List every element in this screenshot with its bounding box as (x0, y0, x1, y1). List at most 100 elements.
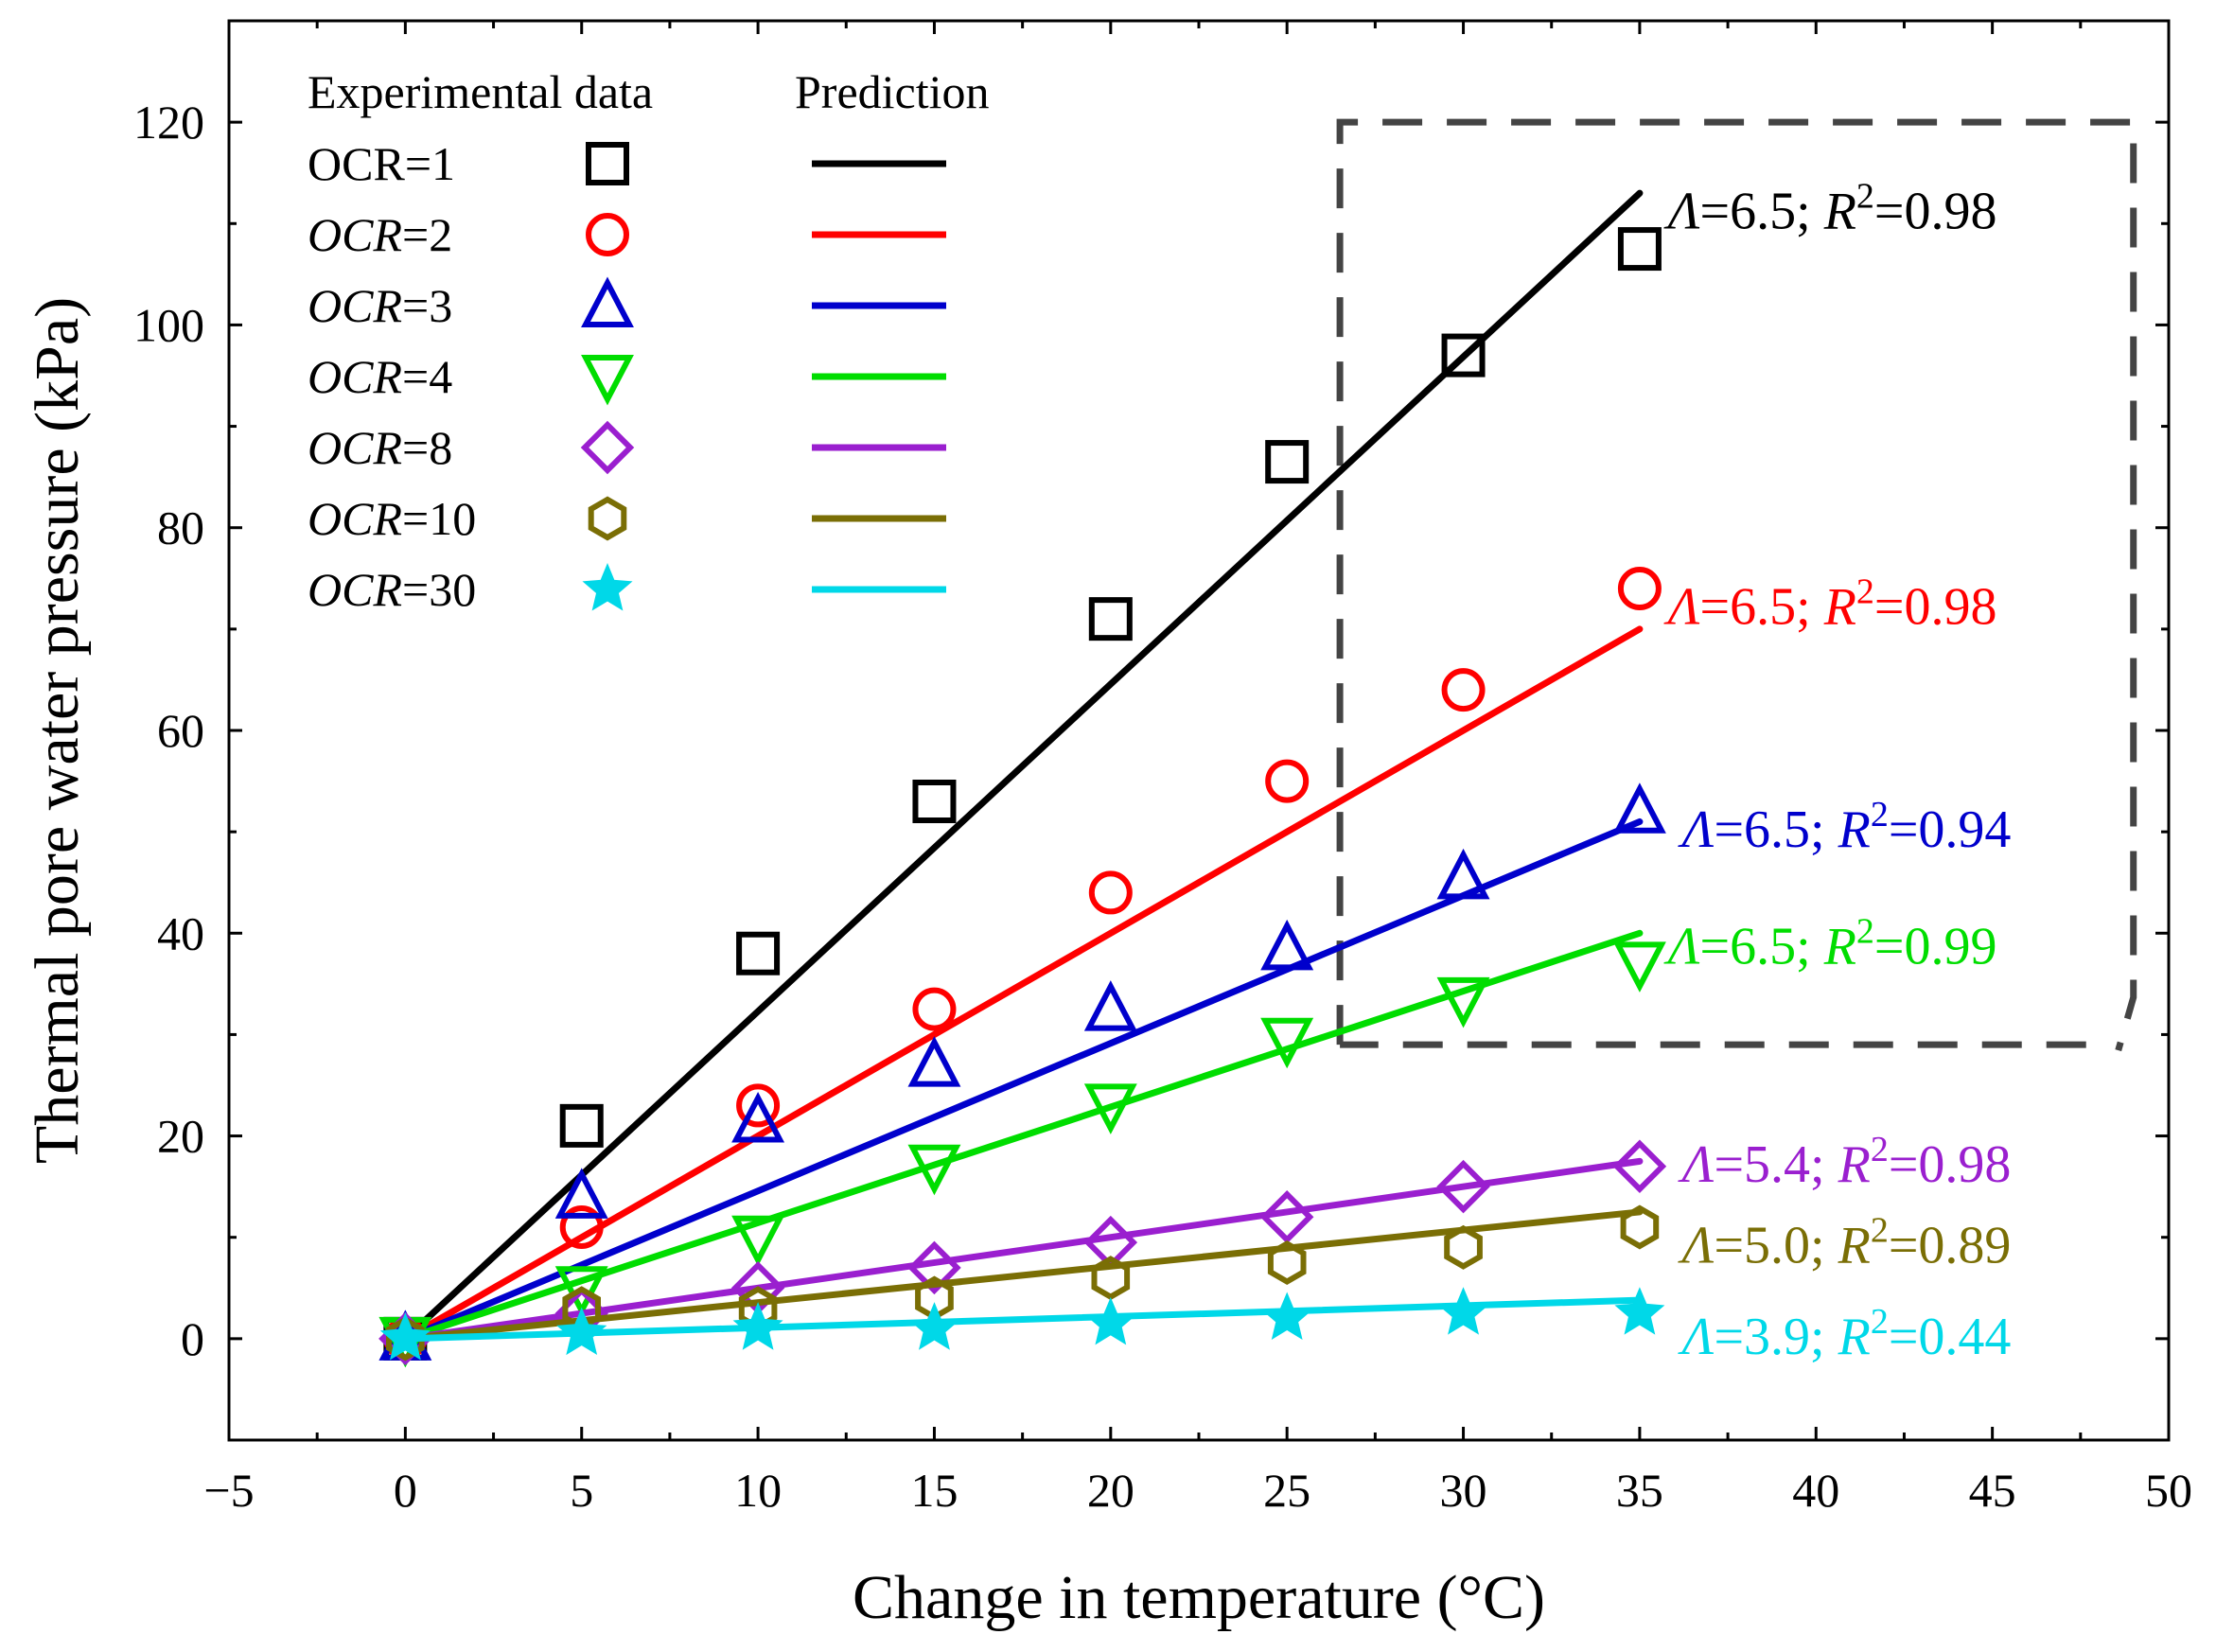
data-point (554, 1168, 608, 1219)
y-tick-label: 0 (181, 1312, 204, 1365)
data-point (556, 1307, 607, 1356)
legend-header-prediction: Prediction (795, 65, 990, 118)
x-tick-label: 10 (734, 1464, 782, 1517)
x-tick-label: 0 (394, 1464, 417, 1517)
data-point (1083, 980, 1137, 1031)
x-tick-label: 40 (1792, 1464, 1839, 1517)
data-point (1436, 848, 1490, 900)
series-ocr-30: Λ=3.9; R2=0.44 (379, 1287, 2012, 1366)
x-tick-label: 15 (910, 1464, 958, 1517)
x-axis-label: Change in temperature (°C) (853, 1563, 1545, 1632)
data-point (907, 1036, 961, 1087)
data-point (1612, 1139, 1667, 1193)
data-point (1436, 1159, 1490, 1214)
data-point (1437, 1287, 1489, 1335)
y-tick-label: 120 (133, 96, 204, 149)
annotation-label: Λ=6.5; R2=0.94 (1678, 795, 2012, 859)
prediction-line (401, 817, 1644, 1343)
series-ocr-1: Λ=6.5; R2=0.98 (383, 177, 1997, 1361)
legend-header-experimental: Experimental data (308, 65, 653, 118)
legend-marker (582, 563, 633, 611)
data-point (1088, 870, 1133, 915)
data-point (1441, 333, 1486, 378)
data-point (736, 931, 781, 975)
data-point (554, 1266, 608, 1317)
y-tick-label: 60 (157, 704, 204, 757)
data-point (731, 1215, 785, 1267)
axes: −5 0 5 10 15 20 25 30 35 40 45 50 0 20 40 60 80 100 120 (133, 19, 2192, 1517)
x-tick-label: −5 (203, 1464, 254, 1517)
prediction-line (401, 1208, 1644, 1343)
data-point (738, 1286, 778, 1331)
annotation-label: Λ=6.5; R2=0.99 (1663, 911, 1997, 975)
legend-marker (581, 276, 634, 327)
data-point (1265, 759, 1310, 803)
data-point (732, 1302, 783, 1350)
data-point (908, 1302, 960, 1350)
data-point (379, 1312, 431, 1361)
data-point (1267, 1240, 1307, 1285)
data-point (915, 1275, 954, 1321)
highlight-box-layer (1336, 118, 2137, 1052)
prediction-line (401, 189, 1644, 1343)
data-point (1261, 1292, 1312, 1340)
data-point (1614, 1287, 1665, 1335)
data-point (1612, 782, 1666, 834)
legend-label: OCR=3 (308, 279, 452, 332)
data-point (1083, 1083, 1137, 1134)
data-point (912, 780, 957, 823)
legend-label: OCR=4 (308, 350, 452, 403)
highlight-dashed-box (1336, 118, 2137, 1052)
y-tick-label: 80 (157, 501, 204, 554)
data-point (1260, 919, 1314, 971)
y-tick-label: 40 (157, 906, 204, 959)
annotation-label: Λ=6.5; R2=0.98 (1663, 177, 1997, 241)
data-point (1085, 1296, 1136, 1345)
data-point (1088, 597, 1133, 641)
data-point (1620, 1204, 1660, 1250)
series-ocr-2: Λ=6.5; R2=0.98 (383, 567, 1997, 1361)
prediction-line (401, 1157, 1644, 1343)
x-tick-label: 50 (2145, 1464, 2192, 1517)
legend-marker (586, 213, 629, 256)
prediction-line (401, 625, 1644, 1343)
x-tick-label: 35 (1616, 1464, 1663, 1517)
data-point (1259, 1190, 1314, 1244)
data-point (1617, 227, 1662, 272)
annotation-label: Λ=3.9; R2=0.44 (1678, 1302, 2012, 1366)
x-tick-label: 30 (1440, 1464, 1487, 1517)
data-point (1612, 941, 1666, 993)
legend-label: OCR=1 (308, 137, 455, 190)
x-tick-label: 25 (1263, 1464, 1310, 1517)
data-point (1444, 1224, 1483, 1270)
legend-marker (586, 142, 629, 185)
series-layer: Λ=6.5; R2=0.98 Λ=6.5; R2=0.98 Λ=6.5; R2=0.… (378, 177, 2012, 1368)
annotation-label: Λ=6.5; R2=0.98 (1663, 572, 1997, 637)
series-ocr-8: Λ=5.4; R2=0.98 (378, 1130, 2012, 1366)
legend-marker (581, 355, 634, 406)
data-point (736, 1083, 781, 1128)
x-tick-label: 20 (1087, 1464, 1134, 1517)
legend-label: OCR=2 (308, 208, 452, 261)
legend-marker (588, 496, 627, 541)
data-point (731, 1092, 785, 1143)
annotation-label: Λ=5.4; R2=0.98 (1678, 1130, 2012, 1194)
data-point (1441, 668, 1486, 712)
legend: Experimental data Prediction OCR=1 OCR=2 O… (308, 65, 990, 616)
prediction-line (401, 929, 1644, 1343)
data-point (912, 987, 957, 1031)
legend-label: OCR=30 (308, 563, 476, 616)
data-point (1436, 976, 1490, 1028)
y-tick-label: 100 (133, 298, 204, 351)
data-point (559, 1205, 604, 1249)
data-point (1091, 1256, 1131, 1301)
series-ocr-10: Λ=5.0; R2=0.89 (386, 1204, 2012, 1362)
data-point (562, 1286, 601, 1331)
y-tick-label: 20 (157, 1110, 204, 1163)
annotation-label: Λ=5.0; R2=0.89 (1678, 1211, 2012, 1275)
legend-label: OCR=8 (308, 421, 452, 474)
axis-labels: Change in temperature (°C) Thermal pore … (23, 297, 1545, 1632)
legend-marker (580, 420, 635, 475)
